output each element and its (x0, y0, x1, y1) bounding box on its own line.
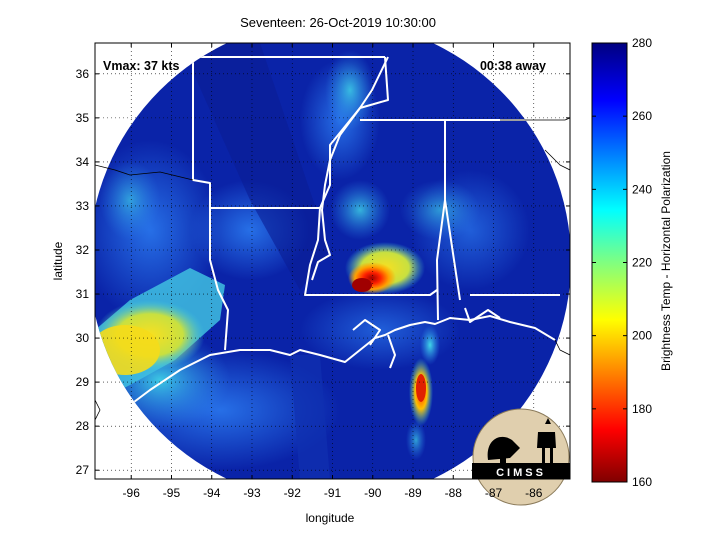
colorbar-tick-label: 180 (632, 402, 652, 416)
x-tick-label: -86 (525, 486, 543, 500)
y-tick-label: 36 (76, 67, 90, 81)
colorbar-tick-label: 260 (632, 109, 652, 123)
colorbar-tick-label: 200 (632, 329, 652, 343)
x-tick-label: -90 (364, 486, 382, 500)
x-tick-label: -94 (203, 486, 221, 500)
y-tick-label: 30 (76, 331, 90, 345)
water-tower-icon (537, 432, 556, 448)
y-tick-label: 35 (76, 111, 90, 125)
lat-lon-grid (95, 43, 570, 479)
y-axis: 27 28 29 30 31 32 33 34 35 36 (76, 67, 570, 477)
colorbar-tick-label: 160 (632, 475, 652, 489)
x-tick-label: -95 (163, 486, 181, 500)
x-tick-label: -93 (243, 486, 261, 500)
time-away-label: 00:38 away (480, 59, 546, 73)
colorbar-label: Brightness Temp - Horizontal Polarizatio… (659, 151, 673, 371)
x-tick-label: -87 (485, 486, 503, 500)
colorbar-tick-label: 220 (632, 256, 652, 270)
y-tick-label: 28 (76, 419, 90, 433)
brightness-temp-field (95, 43, 570, 479)
y-tick-label: 34 (76, 155, 90, 169)
y-tick-label: 29 (76, 375, 90, 389)
x-axis: -96 -95 -94 -93 -92 -91 -90 -89 -88 -87 -86 (123, 43, 543, 500)
y-axis-label: latitude (51, 241, 65, 280)
colorbar (591, 42, 628, 483)
state-boundaries (95, 50, 570, 421)
colorbar-tick-label: 240 (632, 182, 652, 196)
x-tick-label: -91 (324, 486, 342, 500)
logo-text: CIMSS (496, 467, 546, 479)
satellite-dish-icon (487, 436, 520, 460)
colorbar-tick-label: 280 (632, 36, 652, 50)
y-tick-label: 32 (76, 243, 90, 257)
x-tick-label: -92 (284, 486, 302, 500)
x-tick-label: -89 (404, 486, 422, 500)
chart-title: Seventeen: 26-Oct-2019 10:30:00 (240, 15, 436, 30)
cimss-logo: CIMSS (472, 408, 570, 506)
x-tick-label: -96 (123, 486, 141, 500)
y-tick-label: 27 (76, 463, 90, 477)
colorbar-ticks: 280 260 240 220 200 180 160 (592, 36, 652, 489)
vmax-label: Vmax: 37 kts (103, 59, 179, 73)
x-axis-label: longitude (306, 511, 355, 525)
y-tick-label: 31 (76, 287, 90, 301)
y-tick-label: 33 (76, 199, 90, 213)
x-tick-label: -88 (445, 486, 463, 500)
